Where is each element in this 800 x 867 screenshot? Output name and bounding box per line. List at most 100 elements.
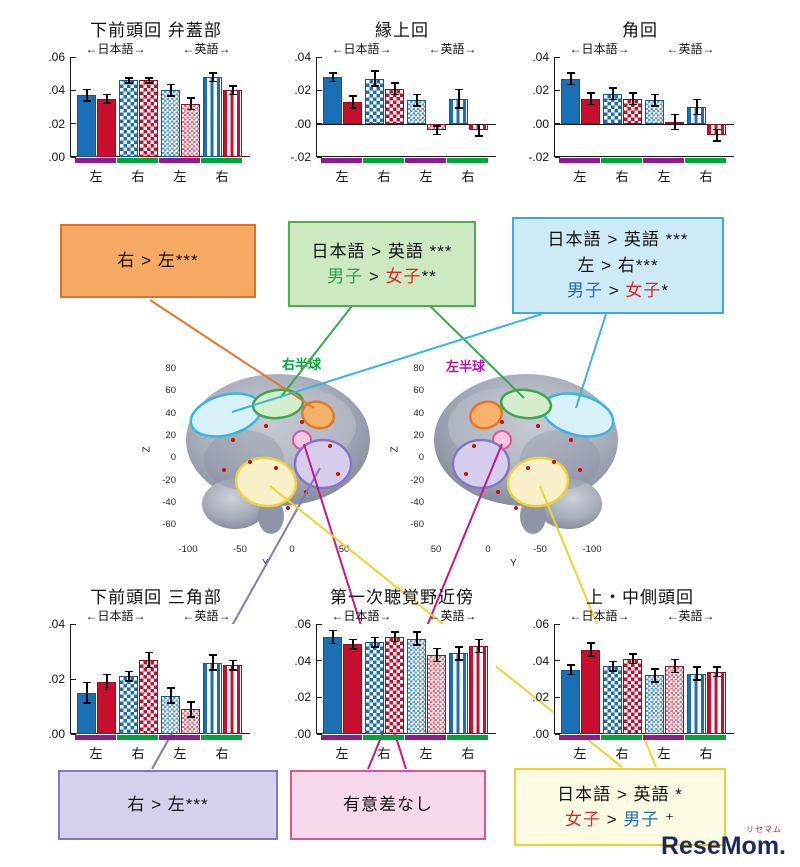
group-strip xyxy=(405,735,446,740)
language-header: ←日本語→ ←英語→ xyxy=(70,40,252,57)
z-tick-label: 80 xyxy=(165,363,176,374)
y-axis-tick-mark xyxy=(71,89,76,91)
group-label: 右 xyxy=(699,746,713,761)
group-strip xyxy=(643,158,684,163)
language-group-label: ←英語→ xyxy=(182,42,231,56)
group-strip xyxy=(447,158,488,163)
stat-text: 男子 xyxy=(567,281,603,301)
chart-superior-middle-temporal: 上・中側頭回 .06 .04 .02 .00 ←日本語→ ←英語→ 左 右 左 右 xyxy=(520,583,760,761)
bar-右-red xyxy=(707,671,726,734)
bar-左-red xyxy=(581,649,600,734)
bar-右-blue xyxy=(687,673,706,734)
activation-dot xyxy=(472,444,476,448)
group-strip xyxy=(363,158,404,163)
language-header: ←日本語→ ←英語→ xyxy=(316,607,498,624)
error-bar xyxy=(693,666,700,681)
group-strips xyxy=(70,735,252,742)
stat-text: 日本語 > 英語 *** xyxy=(311,241,453,261)
error-bar xyxy=(693,98,700,116)
group-label: 左 xyxy=(173,169,187,184)
error-bar xyxy=(455,646,462,661)
group-strip xyxy=(75,158,116,163)
group-strip xyxy=(601,158,642,163)
activation-dot xyxy=(526,466,530,470)
error-bar xyxy=(167,687,174,704)
brain-image xyxy=(434,374,618,534)
activation-dot xyxy=(552,460,556,464)
bar-右-blue xyxy=(449,653,468,734)
y-axis-tick-mark xyxy=(317,56,322,58)
stat-text: 女子 xyxy=(625,281,662,301)
y-axis-tick-mark xyxy=(555,156,560,158)
group-strip xyxy=(447,735,488,740)
language-header: ←日本語→ ←英語→ xyxy=(554,40,736,57)
group-label: 左 xyxy=(335,746,349,761)
group-strip xyxy=(159,158,200,163)
plot-area xyxy=(70,623,250,735)
stat-text: 有意差なし xyxy=(343,795,433,815)
z-tick-label: 20 xyxy=(165,429,176,441)
y-axis-tick-mark xyxy=(317,660,322,662)
language-group-label: ←日本語→ xyxy=(331,42,392,56)
y-axis-tick-label: .04 xyxy=(294,653,311,668)
stat-line: 右 > 左*** xyxy=(127,792,208,818)
error-bar xyxy=(651,93,658,108)
bar-左-blue xyxy=(161,90,180,157)
error-bar xyxy=(329,72,336,82)
y-axis-tick-label: .00 xyxy=(532,727,549,741)
bar-左-red xyxy=(97,98,116,157)
zero-line xyxy=(317,123,496,125)
activation-dot xyxy=(274,466,278,470)
chart-primary-auditory: 第一次聴覚野近傍 .06 .04 .02 .00 ←日本語→ ←英語→ 左 右 左 右 xyxy=(282,583,522,761)
y-axis-tick-mark xyxy=(555,696,560,698)
z-tick-label: -40 xyxy=(410,496,424,508)
error-bar xyxy=(713,666,720,678)
stat-text: 男子 xyxy=(327,267,364,286)
z-tick-label: 20 xyxy=(413,429,424,441)
error-bar xyxy=(651,668,658,683)
bar-左-blue xyxy=(323,77,342,124)
language-group-label: ←日本語→ xyxy=(569,42,630,56)
group-label: 右 xyxy=(377,746,391,761)
z-tick-label: -20 xyxy=(162,474,176,486)
group-label: 右 xyxy=(615,746,629,761)
stat-line: 有意差なし xyxy=(343,792,433,818)
y-axis: .04 .02 .00 xyxy=(36,617,70,741)
group-label: 右 xyxy=(461,746,475,761)
error-bar xyxy=(209,72,216,82)
activation-dot xyxy=(222,468,226,472)
y-tick-label: -100 xyxy=(582,544,602,555)
group-strip xyxy=(643,735,684,740)
y-axis-tick-mark xyxy=(555,56,560,58)
resemom-logo-en: ReseMom. xyxy=(660,832,786,860)
stat-box-auditory: 有意差なし xyxy=(290,770,486,840)
y-axis-tick-label: -.02 xyxy=(290,150,311,164)
plot-area xyxy=(316,623,496,735)
y-axis-tick-label: .04 xyxy=(48,83,65,98)
error-bar xyxy=(83,681,90,704)
y-axis: .06 .04 .02 .00 xyxy=(36,50,70,164)
resemom-logo-jp: リセマム xyxy=(746,825,782,834)
y-axis-tick-mark xyxy=(555,660,560,662)
group-strip xyxy=(685,158,726,163)
y-axis-tick-label: .00 xyxy=(294,727,311,741)
y-axis: .06 .04 .02 .00 xyxy=(520,617,554,741)
group-strip xyxy=(159,735,200,740)
group-strip xyxy=(117,158,158,163)
error-bar xyxy=(433,125,440,136)
bar-左-blue xyxy=(323,636,342,734)
z-axis-label: Z xyxy=(389,446,401,453)
group-strip xyxy=(321,158,362,163)
group-strips xyxy=(316,158,498,165)
z-tick-label: 40 xyxy=(165,407,176,419)
group-label: 右 xyxy=(131,169,145,184)
y-axis-tick-label: .00 xyxy=(48,727,65,741)
error-bar xyxy=(587,92,594,106)
stat-box-triangular: 右 > 左*** xyxy=(58,770,278,840)
stat-line: 女子 > 男子 ⁺ xyxy=(565,807,675,833)
y-axis-tick-mark xyxy=(71,623,76,625)
group-strip xyxy=(201,158,242,163)
bar-右-red xyxy=(223,90,242,157)
group-label: 右 xyxy=(461,169,475,184)
group-labels: 左右左右 xyxy=(70,742,252,761)
